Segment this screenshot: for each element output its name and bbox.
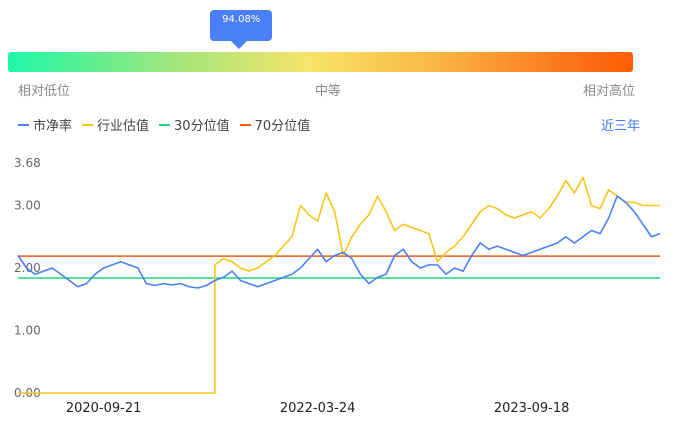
legend-label-pb: 市净率 (33, 119, 73, 134)
y-tick-label: 3.68 (14, 156, 41, 170)
legend-label-p30: 30分位值 (174, 119, 230, 134)
legend-swatch-p70 (239, 123, 251, 126)
legend-swatch-p30 (159, 123, 171, 126)
legend-label-industry: 行业估值 (97, 119, 150, 134)
series-line-industry (18, 176, 660, 394)
reference-lines (18, 255, 660, 279)
gauge-mid-label: 中等 (315, 84, 342, 99)
series-line-pb (17, 195, 661, 289)
x-tick-label: 2020-09-21 (66, 401, 142, 416)
y-tick-label: 3.00 (14, 199, 41, 213)
legend-label-p70: 70分位值 (254, 119, 311, 134)
range-3y-button[interactable]: 近三年 (600, 119, 640, 134)
percentile-value: 94.08% (222, 14, 261, 25)
y-tick-label: 1.00 (14, 324, 41, 338)
gauge-high-label: 相对高位 (583, 84, 636, 99)
x-axis-ticks: 2020-09-21 2022-03-24 2023-09-18 (66, 401, 570, 416)
legend-item-p70[interactable]: 70分位值 (239, 115, 311, 134)
legend-item-p30[interactable]: 30分位值 (159, 115, 230, 134)
legend-item-pb[interactable]: 市净率 (18, 115, 72, 134)
x-tick-label: 2022-03-24 (280, 401, 356, 416)
percentile-gauge-bar (8, 52, 633, 72)
legend-item-industry[interactable]: 行业估值 (82, 115, 149, 134)
chart-legend: 市净率 行业估值 30分位值 70分位值 (18, 115, 320, 134)
legend-swatch-industry (82, 123, 94, 126)
series-lines (17, 176, 661, 394)
x-tick-label: 2023-09-18 (494, 401, 570, 416)
percentile-tooltip: 94.08% (210, 10, 273, 49)
legend-swatch-pb (18, 123, 29, 126)
gauge-low-label: 相对低位 (18, 84, 71, 99)
